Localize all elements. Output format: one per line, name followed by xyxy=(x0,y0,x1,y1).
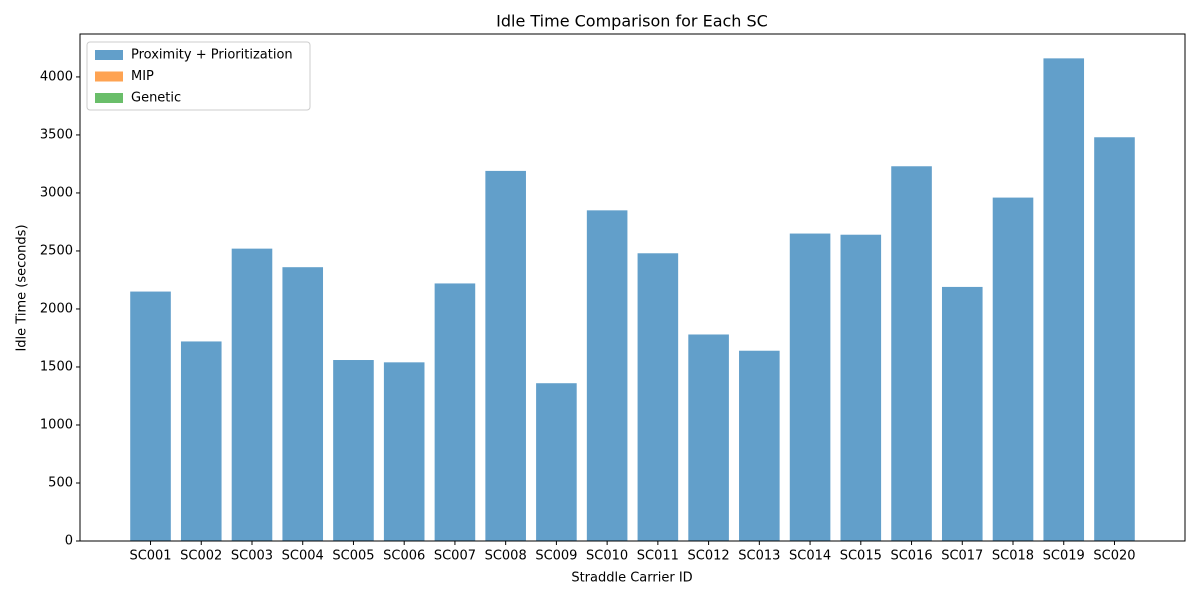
legend-swatch xyxy=(95,71,123,82)
x-tick-label: SC003 xyxy=(231,549,273,564)
y-tick-label: 3500 xyxy=(40,127,73,142)
bar xyxy=(1043,58,1085,542)
y-tick-label: 4000 xyxy=(40,69,73,84)
bar xyxy=(789,233,831,541)
x-tick-label: SC010 xyxy=(586,549,628,564)
x-tick-label: SC001 xyxy=(129,549,171,564)
x-tick-label: SC015 xyxy=(840,549,882,564)
bar xyxy=(383,362,425,541)
x-tick-label: SC011 xyxy=(637,549,679,564)
bar xyxy=(891,166,932,541)
x-tick-label: SC014 xyxy=(789,549,831,564)
bar xyxy=(840,234,882,541)
bar xyxy=(586,210,628,541)
x-tick-label: SC018 xyxy=(992,549,1034,564)
bar xyxy=(637,253,679,541)
bar xyxy=(434,283,476,541)
legend-swatch xyxy=(95,93,123,103)
y-tick-label: 1500 xyxy=(40,359,73,374)
bar xyxy=(992,197,1034,541)
x-tick-label: SC019 xyxy=(1043,549,1085,564)
legend-label: Genetic xyxy=(131,91,181,106)
x-tick-label: SC016 xyxy=(890,549,932,564)
x-tick-label: SC005 xyxy=(332,549,374,564)
legend-swatch xyxy=(95,50,123,60)
y-tick-label: 0 xyxy=(65,534,73,549)
bar xyxy=(1094,137,1135,541)
x-tick-label: SC004 xyxy=(282,549,324,564)
x-tick-label: SC012 xyxy=(688,549,730,564)
legend-box xyxy=(86,41,311,111)
x-tick-label: SC002 xyxy=(180,549,222,564)
bar xyxy=(282,267,324,541)
y-tick-label: 500 xyxy=(48,475,73,490)
x-tick-label: SC017 xyxy=(941,549,983,564)
x-tick-label: SC007 xyxy=(434,549,476,564)
bar xyxy=(180,341,222,541)
bar xyxy=(130,291,171,541)
y-tick-label: 1000 xyxy=(40,417,73,432)
bar xyxy=(941,286,983,541)
bar xyxy=(485,170,526,541)
plot-frame xyxy=(79,33,1186,542)
x-tick-label: SC006 xyxy=(383,549,425,564)
legend-label: Proximity + Prioritization xyxy=(131,48,293,63)
bar xyxy=(333,360,374,541)
bar xyxy=(688,334,729,541)
bar xyxy=(739,350,780,541)
y-tick-label: 3000 xyxy=(40,185,73,200)
x-tick-label: SC009 xyxy=(535,549,577,564)
x-tick-label: SC020 xyxy=(1093,549,1135,564)
y-axis-label: Idle Time (seconds) xyxy=(15,224,30,351)
chart-title: Idle Time Comparison for Each SC xyxy=(496,12,768,31)
legend-label: MIP xyxy=(131,69,154,84)
bar xyxy=(536,383,577,541)
y-tick-label: 2000 xyxy=(40,301,73,316)
x-tick-label: SC013 xyxy=(738,549,780,564)
x-tick-label: SC008 xyxy=(485,549,527,564)
y-tick-label: 2500 xyxy=(40,243,73,258)
bar xyxy=(231,248,273,542)
x-axis-label: Straddle Carrier ID xyxy=(571,571,692,586)
